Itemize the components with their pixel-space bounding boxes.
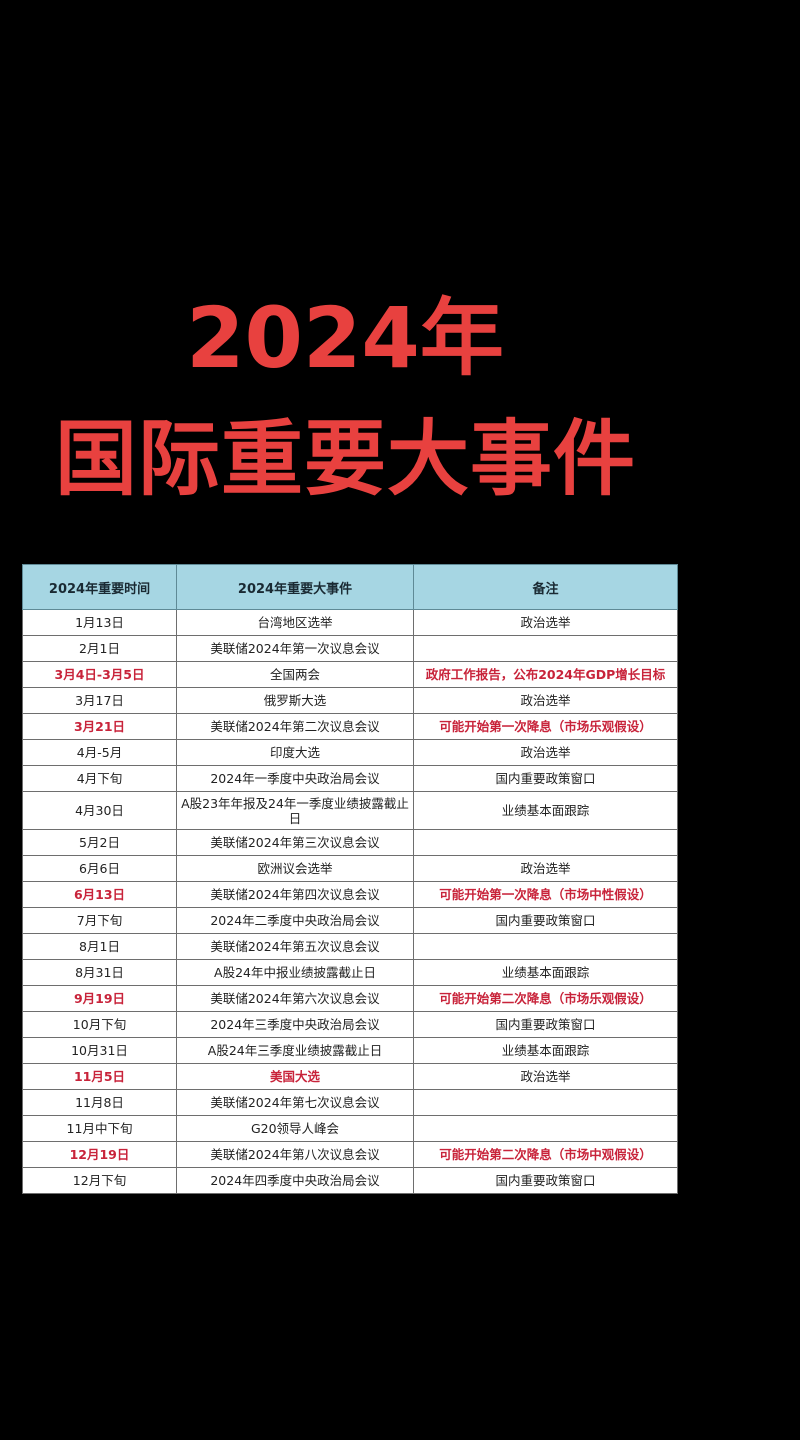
cell-note: 政治选举 <box>413 1063 678 1090</box>
column-header-event: 2024年重要大事件 <box>176 564 414 610</box>
cell-event: 美联储2024年第四次议息会议 <box>176 881 414 908</box>
title-main: 国际重要大事件 <box>55 412 637 507</box>
cell-event: 美联储2024年第三次议息会议 <box>176 829 414 856</box>
cell-note <box>413 635 678 662</box>
table-row: 10月下旬 2024年三季度中央政治局会议 国内重要政策窗口 <box>22 1011 678 1038</box>
cell-date: 12月下旬 <box>22 1167 177 1194</box>
table-row: 3月17日 俄罗斯大选 政治选举 <box>22 687 678 714</box>
cell-date: 3月21日 <box>22 713 177 740</box>
cell-note: 政治选举 <box>413 739 678 766</box>
column-header-note: 备注 <box>413 564 678 610</box>
cell-date: 10月31日 <box>22 1037 177 1064</box>
cell-event: 美联储2024年第五次议息会议 <box>176 933 414 960</box>
cell-note <box>413 1089 678 1116</box>
table-row: 1月13日 台湾地区选举 政治选举 <box>22 609 678 636</box>
cell-date: 7月下旬 <box>22 907 177 934</box>
cell-event: 印度大选 <box>176 739 414 766</box>
table-row: 10月31日 A股24年三季度业绩披露截止日 业绩基本面跟踪 <box>22 1037 678 1064</box>
table-row: 3月4日-3月5日 全国两会 政府工作报告，公布2024年GDP增长目标 <box>22 661 678 688</box>
cell-event: 美联储2024年第六次议息会议 <box>176 985 414 1012</box>
table-row: 6月13日 美联储2024年第四次议息会议 可能开始第一次降息（市场中性假设） <box>22 881 678 908</box>
cell-date: 3月4日-3月5日 <box>22 661 177 688</box>
cell-note: 业绩基本面跟踪 <box>413 791 678 830</box>
cell-date: 6月6日 <box>22 855 177 882</box>
cell-event: 欧洲议会选举 <box>176 855 414 882</box>
cell-event: 全国两会 <box>176 661 414 688</box>
table-row: 5月2日 美联储2024年第三次议息会议 <box>22 829 678 856</box>
cell-date: 9月19日 <box>22 985 177 1012</box>
cell-event: 美联储2024年第八次议息会议 <box>176 1141 414 1168</box>
cell-event: 俄罗斯大选 <box>176 687 414 714</box>
cell-event: A股24年中报业绩披露截止日 <box>176 959 414 986</box>
cell-note: 可能开始第二次降息（市场乐观假设） <box>413 985 678 1012</box>
cell-event: A股24年三季度业绩披露截止日 <box>176 1037 414 1064</box>
table-row: 11月5日 美国大选 政治选举 <box>22 1063 678 1090</box>
cell-date: 6月13日 <box>22 881 177 908</box>
cell-note: 政治选举 <box>413 855 678 882</box>
cell-date: 11月8日 <box>22 1089 177 1116</box>
cell-date: 3月17日 <box>22 687 177 714</box>
cell-date: 4月-5月 <box>22 739 177 766</box>
table-header: 2024年重要时间 2024年重要大事件 备注 <box>22 564 678 610</box>
cell-event: 美联储2024年第一次议息会议 <box>176 635 414 662</box>
table-row: 7月下旬 2024年二季度中央政治局会议 国内重要政策窗口 <box>22 907 678 934</box>
cell-event: 美联储2024年第七次议息会议 <box>176 1089 414 1116</box>
cell-note <box>413 829 678 856</box>
cell-note: 政治选举 <box>413 687 678 714</box>
title-year: 2024年 <box>186 289 504 387</box>
cell-note: 政治选举 <box>413 609 678 636</box>
cell-note: 国内重要政策窗口 <box>413 765 678 792</box>
cell-event: 美联储2024年第二次议息会议 <box>176 713 414 740</box>
table-row: 8月1日 美联储2024年第五次议息会议 <box>22 933 678 960</box>
table-row: 11月8日 美联储2024年第七次议息会议 <box>22 1089 678 1116</box>
cell-date: 8月31日 <box>22 959 177 986</box>
cell-date: 1月13日 <box>22 609 177 636</box>
cell-date: 11月中下旬 <box>22 1115 177 1142</box>
cell-note: 业绩基本面跟踪 <box>413 1037 678 1064</box>
cell-note: 国内重要政策窗口 <box>413 907 678 934</box>
cell-date: 5月2日 <box>22 829 177 856</box>
events-table: 2024年重要时间 2024年重要大事件 备注 1月13日 台湾地区选举 政治选举 2… <box>22 564 678 1194</box>
cell-note: 业绩基本面跟踪 <box>413 959 678 986</box>
cell-event: 台湾地区选举 <box>176 609 414 636</box>
cell-note: 可能开始第一次降息（市场乐观假设） <box>413 713 678 740</box>
table-row: 9月19日 美联储2024年第六次议息会议 可能开始第二次降息（市场乐观假设） <box>22 985 678 1012</box>
cell-date: 8月1日 <box>22 933 177 960</box>
table-row: 4月30日 A股23年年报及24年一季度业绩披露截止日 业绩基本面跟踪 <box>22 791 678 830</box>
cell-note <box>413 1115 678 1142</box>
table-row: 4月下旬 2024年一季度中央政治局会议 国内重要政策窗口 <box>22 765 678 792</box>
cell-date: 10月下旬 <box>22 1011 177 1038</box>
cell-note: 可能开始第一次降息（市场中性假设） <box>413 881 678 908</box>
cell-event: 2024年四季度中央政治局会议 <box>176 1167 414 1194</box>
table-row: 3月21日 美联储2024年第二次议息会议 可能开始第一次降息（市场乐观假设） <box>22 713 678 740</box>
table-row: 4月-5月 印度大选 政治选举 <box>22 739 678 766</box>
cell-event: 2024年三季度中央政治局会议 <box>176 1011 414 1038</box>
cell-date: 4月下旬 <box>22 765 177 792</box>
cell-date: 4月30日 <box>22 791 177 830</box>
cell-note: 国内重要政策窗口 <box>413 1011 678 1038</box>
cell-event: 2024年二季度中央政治局会议 <box>176 907 414 934</box>
cell-event: G20领导人峰会 <box>176 1115 414 1142</box>
cell-event: 美国大选 <box>176 1063 414 1090</box>
cell-note: 国内重要政策窗口 <box>413 1167 678 1194</box>
cell-note <box>413 933 678 960</box>
cell-note: 可能开始第二次降息（市场中观假设） <box>413 1141 678 1168</box>
cell-date: 12月19日 <box>22 1141 177 1168</box>
table-row: 8月31日 A股24年中报业绩披露截止日 业绩基本面跟踪 <box>22 959 678 986</box>
cell-event: A股23年年报及24年一季度业绩披露截止日 <box>176 791 414 830</box>
table-row: 12月19日 美联储2024年第八次议息会议 可能开始第二次降息（市场中观假设） <box>22 1141 678 1168</box>
cell-date: 2月1日 <box>22 635 177 662</box>
cell-note: 政府工作报告，公布2024年GDP增长目标 <box>413 661 678 688</box>
table-row: 11月中下旬 G20领导人峰会 <box>22 1115 678 1142</box>
cell-event: 2024年一季度中央政治局会议 <box>176 765 414 792</box>
table-row: 2月1日 美联储2024年第一次议息会议 <box>22 635 678 662</box>
column-header-date: 2024年重要时间 <box>22 564 177 610</box>
table-row: 12月下旬 2024年四季度中央政治局会议 国内重要政策窗口 <box>22 1167 678 1194</box>
cell-date: 11月5日 <box>22 1063 177 1090</box>
table-row: 6月6日 欧洲议会选举 政治选举 <box>22 855 678 882</box>
